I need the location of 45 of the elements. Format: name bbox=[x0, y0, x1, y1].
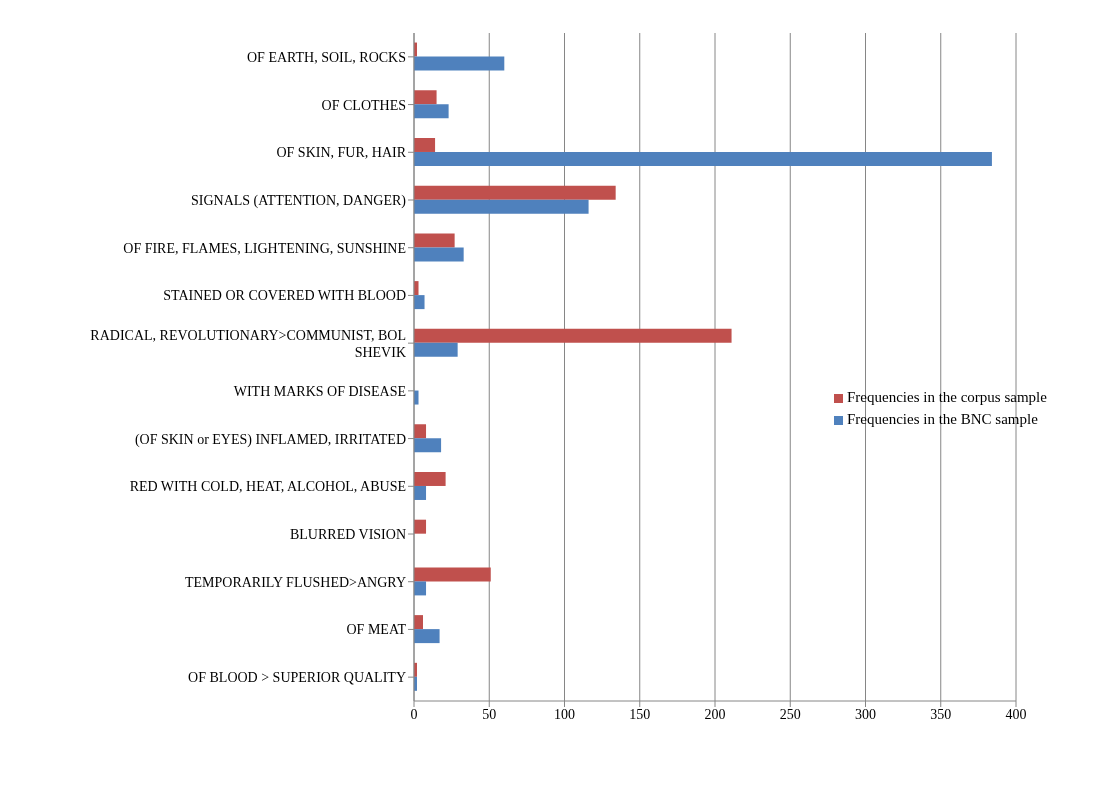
bar bbox=[414, 295, 425, 310]
x-tick-label: 50 bbox=[482, 706, 497, 722]
bar bbox=[414, 104, 449, 119]
x-tick-label: 100 bbox=[554, 706, 575, 722]
bar bbox=[414, 151, 992, 166]
x-tick-label: 0 bbox=[410, 706, 418, 722]
bar bbox=[414, 137, 436, 152]
y-tick-label: SIGNALS (ATTENTION, DANGER) bbox=[190, 192, 407, 209]
x-tick-label: 400 bbox=[1005, 706, 1027, 722]
bar bbox=[414, 342, 458, 357]
legend-label: Frequencies in the BNC sample bbox=[847, 411, 1038, 427]
x-tick-label: 300 bbox=[855, 706, 876, 722]
y-tick-label: STAINED OR COVERED WITH BLOOD bbox=[163, 287, 406, 303]
bar bbox=[414, 581, 427, 596]
x-tick-label: 200 bbox=[704, 706, 726, 722]
y-tick-label: OF EARTH, SOIL, ROCKS bbox=[246, 49, 406, 65]
y-tick-label: OF SKIN, FUR, HAIR bbox=[276, 144, 407, 160]
bar bbox=[414, 519, 427, 534]
bar bbox=[414, 629, 440, 644]
bar bbox=[414, 199, 589, 214]
bar bbox=[414, 471, 446, 486]
y-tick-label: RADICAL, REVOLUTIONARY>COMMUNIST, BOL SHEVIK bbox=[90, 327, 406, 360]
y-tick-label: OF CLOTHES bbox=[321, 97, 406, 113]
bar bbox=[414, 328, 732, 343]
y-tick-label: OF FIRE, FLAMES, LIGHTENING, SUNSHINE bbox=[123, 240, 406, 256]
bar bbox=[414, 567, 491, 582]
bar bbox=[414, 233, 455, 248]
y-tick-label: WITH MARKS OF DISEASE bbox=[233, 383, 406, 399]
x-tick-label: 350 bbox=[930, 706, 952, 722]
bar bbox=[414, 485, 427, 500]
y-tick-label: RED WITH COLD, HEAT, ALCOHOL, ABUSE bbox=[129, 478, 406, 494]
bar bbox=[414, 90, 437, 105]
legend-label: Frequencies in the corpus sample bbox=[847, 389, 1047, 405]
y-tick-label: OF BLOOD > SUPERIOR QUALITY bbox=[188, 669, 406, 685]
bar bbox=[414, 247, 464, 262]
bar bbox=[414, 185, 616, 200]
x-tick-label: 150 bbox=[629, 706, 651, 722]
bar bbox=[414, 424, 427, 439]
bar bbox=[414, 438, 442, 453]
y-tick-label: TEMPORARILY FLUSHED>ANGRY bbox=[184, 574, 406, 590]
bar bbox=[414, 56, 505, 71]
y-tick-label: BLURRED VISION bbox=[289, 526, 406, 542]
x-tick-label: 250 bbox=[779, 706, 801, 722]
y-tick-label: OF MEAT bbox=[346, 621, 407, 637]
y-tick-label: (OF SKIN or EYES) INFLAMED, IRRITATED bbox=[134, 431, 406, 448]
